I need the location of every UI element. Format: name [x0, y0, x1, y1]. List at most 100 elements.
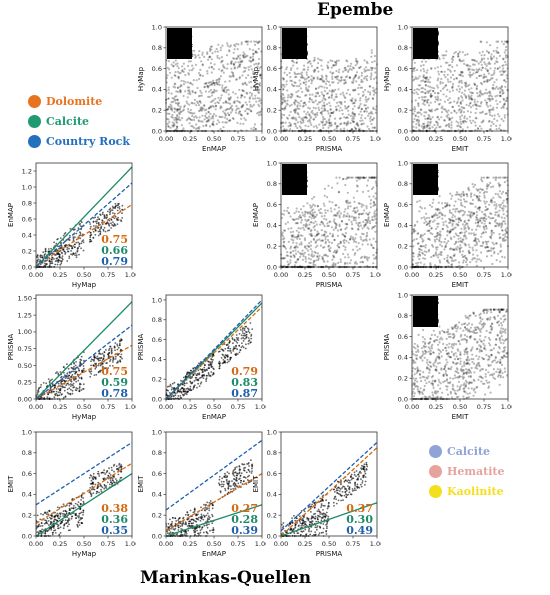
legend-label-hematite: Hematite	[447, 464, 505, 478]
r2-value-calcite: 0.66	[101, 244, 128, 257]
x-axis-label: EMIT	[452, 281, 470, 289]
scatter-panel-hymap-vs-enmap: 0.00 0.25 0.50 0.75 1.00 0.0 0.2 0.4 0.6 0.8 1.0 En…	[132, 23, 269, 163]
y-axis-label: PRISMA	[137, 334, 145, 361]
fit-line-calcite	[165, 504, 263, 537]
r2-value-calcite: 0.01	[284, 29, 308, 40]
y-tick-label: 0.2	[267, 107, 277, 115]
x-tick-label: 0.00	[405, 403, 419, 411]
legend-item-calcite-epembe: Calcite	[429, 441, 505, 461]
fit-line-country-rock	[35, 441, 133, 506]
x-axis-label: PRISMA	[316, 281, 343, 289]
legend-item-country-rock: Country Rock	[28, 131, 130, 151]
scatter-svg: 0.000.250.500.751.000.00.20.40.60.81.0PR…	[252, 159, 384, 289]
x-tick-label: 0.25	[183, 540, 197, 548]
r2-value-kaolinite: 0.22	[415, 49, 439, 60]
scatter-panel-emit-vs-prisma: 0.000.250.500.751.000.00.20.40.60.81.0PR…	[247, 428, 384, 568]
x-tick-label: 1.00	[501, 271, 512, 279]
x-axis-label: HyMap	[72, 550, 97, 558]
scatter-panel-emit-vs-hymap: 0.00 0.25 0.50 0.75 1.00 0.0 0.2 0.4 0.6 0.8 1.0 Hy…	[2, 428, 139, 568]
r2-value-country-rock: 0.49	[346, 524, 373, 537]
x-tick-label: 0.00	[405, 271, 419, 279]
fit-line-dolomite	[280, 447, 378, 537]
fit-line-calcite	[165, 302, 263, 400]
x-tick-label: 0.25	[298, 135, 312, 143]
y-tick-label: 0.2	[398, 243, 408, 251]
x-tick-label: 0.50	[322, 540, 336, 548]
x-tick-label: 0.75	[231, 403, 245, 411]
legend-item-calcite: Calcite	[28, 111, 130, 131]
x-tick-label: 0.75	[477, 271, 491, 279]
y-tick-label: 0.6	[398, 333, 408, 341]
y-tick-label: 0.0	[267, 127, 277, 135]
y-tick-label: 0.4	[152, 86, 162, 94]
y-tick-label: 0.0	[152, 395, 162, 403]
x-axis-label: EnMAP	[202, 145, 226, 153]
x-tick-label: 1.00	[125, 403, 136, 411]
scatter-svg: 0.00 0.25 0.50 0.75 1.00 0.0 0.2 0.4 0.6 0.8 1.0 EM…	[383, 23, 515, 153]
scatter-panel-prisma-vs-enmap: 0.00 0.25 0.50 0.75 1.00 0.0 0.2 0.4 0.6 0.8 1.0 En…	[132, 291, 269, 431]
x-tick-label: 0.50	[77, 540, 91, 548]
r2-value-dolomite: 0.75	[101, 365, 128, 378]
y-tick-label: 0.8	[398, 180, 408, 188]
r2-value-dolomite: 0.38	[101, 502, 128, 515]
legend-label-country-rock: Country Rock	[46, 134, 130, 148]
x-axis-label: EMIT	[452, 145, 470, 153]
r2-value-hematite: 0.31	[415, 307, 439, 318]
scatter-points	[411, 308, 509, 401]
y-tick-label: 1.0	[152, 23, 162, 31]
x-tick-label: 0.25	[298, 540, 312, 548]
x-axis-label: EMIT	[452, 413, 470, 421]
y-tick-label: 0.6	[22, 470, 32, 478]
r2-value-dolomite: 0.79	[231, 365, 258, 378]
legend-label-calcite-epembe: Calcite	[447, 444, 491, 458]
fit-line-dolomite	[35, 204, 133, 266]
x-tick-label: 0.25	[183, 403, 197, 411]
x-tick-label: 0.00	[29, 271, 43, 279]
y-tick-label: 0.2	[22, 512, 32, 520]
x-tick-label: 1.00	[255, 135, 266, 143]
r2-value-calcite: 0.59	[101, 376, 128, 389]
y-tick-label: 0.6	[22, 215, 32, 223]
scatter-panel-hymap-vs-prisma: 0.000.250.500.751.000.00.20.40.60.81.0PR…	[247, 23, 384, 163]
y-tick-label: 1.0	[398, 23, 408, 31]
scatter-svg: 0.00 0.25 0.50 0.75 1.00 0.0 0.2 0.4 0.6 0.8 1.0 En…	[137, 294, 269, 421]
r2-value-country-rock: 0.78	[101, 387, 128, 400]
x-tick-label: 0.50	[322, 135, 336, 143]
y-axis-label: HyMap	[383, 66, 391, 91]
x-tick-label: 1.00	[255, 403, 266, 411]
scatter-svg: 0.00 0.25 0.50 0.75 1.00 0.0 0.2 0.4 0.6 0.8 1.0 En…	[137, 428, 269, 558]
x-tick-label: 0.25	[429, 135, 443, 143]
y-axis-label: PRISMA	[383, 334, 391, 361]
x-tick-label: 0.75	[346, 540, 360, 548]
x-tick-label: 1.00	[370, 135, 381, 143]
x-tick-label: 0.75	[231, 540, 245, 548]
y-tick-label: 0.0	[22, 532, 32, 540]
legend-item-dolomite: Dolomite	[28, 91, 130, 111]
legend-item-kaolinite: Kaolinite	[429, 481, 505, 501]
y-tick-label: 0.8	[152, 316, 162, 324]
y-tick-label: 1.0	[267, 428, 277, 436]
y-tick-label: 0.4	[398, 354, 408, 362]
x-tick-label: 1.00	[125, 271, 136, 279]
y-tick-label: 0.4	[267, 491, 277, 499]
y-tick-label: 0.0	[398, 127, 408, 135]
r2-value-hematite: 0.03	[284, 175, 308, 186]
y-tick-label: 1.0	[152, 428, 162, 436]
r2-value-calcite: 0.30	[346, 513, 373, 526]
y-tick-label: 0.0	[152, 127, 162, 135]
scatter-svg: 0.00 0.25 0.50 0.75 1.00 0.0 0.2 0.4 0.6 0.8 1.0 EM…	[383, 291, 515, 421]
x-tick-label: 0.25	[298, 271, 312, 279]
x-tick-label: 0.75	[101, 403, 115, 411]
y-axis-label: EnMAP	[383, 203, 391, 227]
hematite-swatch	[429, 464, 442, 478]
scatter-points	[410, 40, 510, 133]
y-tick-label: 0.6	[152, 65, 162, 73]
r2-value-dolomite: 0.75	[101, 233, 128, 246]
x-tick-label: 0.00	[274, 540, 288, 548]
fit-line-dolomite	[165, 306, 263, 400]
x-tick-label: 0.50	[77, 403, 91, 411]
y-tick-label: 0.2	[22, 247, 32, 255]
r2-box	[282, 28, 307, 59]
y-axis-label: HyMap	[252, 66, 260, 91]
scatter-svg: 0.000.250.500.751.000.00.20.40.60.81.0PR…	[252, 428, 384, 558]
